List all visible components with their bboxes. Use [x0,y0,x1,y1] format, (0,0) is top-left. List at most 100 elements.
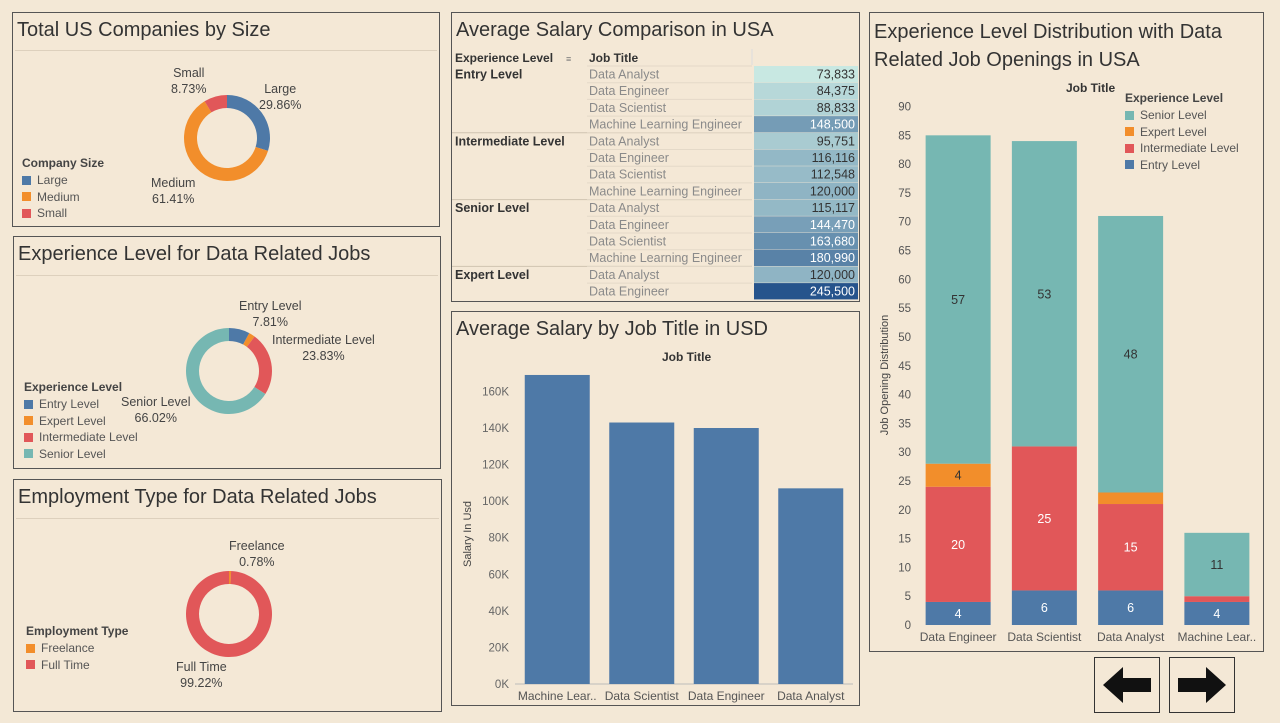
legend-item-expert[interactable]: Expert Level [1125,124,1239,141]
legend-item-freelance[interactable]: Freelance [26,640,128,657]
donut-slice-small[interactable] [204,95,227,113]
forward-button[interactable] [1169,657,1235,713]
segment-senior-level-data-engineer[interactable] [925,135,991,464]
company-size-title: Total US Companies by Size [17,19,271,41]
legend-item-medium[interactable]: Medium [22,189,104,206]
segment-intermediate-level-data-engineer[interactable] [925,486,991,602]
segment-senior-level-data-scientist[interactable] [1011,141,1077,447]
salary-cell-bg[interactable] [754,149,858,166]
segment-senior-level-data-analyst[interactable] [1098,215,1164,493]
donut-slice-freelance[interactable] [229,571,232,585]
donut-slice-senior-level[interactable] [185,328,266,414]
experience-level-donut[interactable] [14,237,442,470]
segment-label: 4 [955,469,962,483]
segment-intermediate-level-data-analyst[interactable] [1098,504,1164,591]
job-title-cell: Data Scientist [589,168,667,182]
segment-label: 15 [1124,541,1138,555]
x-tick-label: Machine Lear.. [518,689,597,703]
segment-expert-level-data-engineer[interactable] [925,463,991,487]
salary-cell-bg[interactable] [754,266,858,283]
stacked-bar-chart[interactable]: 0 5 10 15 20 25 30 35 40 45 50 55 60 65 70 75 80 85 90 Job … [870,13,1265,653]
company-size-panel: Total US Companies by Size Small 8.73% La… [12,12,440,227]
legend-item-senior[interactable]: Senior Level [24,446,138,463]
donut-slice-intermediate-level[interactable] [246,336,272,394]
job-title-cell: Machine Learning Engineer [589,251,742,265]
salary-cell-bg[interactable] [754,116,858,133]
y-tick-label: 45 [898,361,911,373]
col-header-job-title[interactable]: Job Title [589,51,639,65]
salary-cell-bg[interactable] [754,216,858,233]
salary-cell-value: 73,833 [817,68,855,82]
segment-entry-level-machine-lear[interactable] [1184,601,1250,625]
salary-table-title: Average Salary Comparison in USA [456,19,774,41]
donut-slice-full-time[interactable] [186,571,273,657]
legend-item-entry[interactable]: Entry Level [24,396,138,413]
salary-cell-bg[interactable] [754,283,858,300]
y-tick-label: 85 [898,130,911,142]
bar-machine-lear[interactable] [524,374,590,684]
legend-item-expert[interactable]: Expert Level [24,413,138,430]
y-tick-label: 0 [905,620,911,632]
job-title-cell: Data Analyst [589,201,660,215]
salary-cell-value: 120,000 [810,268,855,282]
segment-entry-level-data-analyst[interactable] [1098,590,1164,625]
y-axis-label: Salary In Usd [462,501,474,567]
segment-entry-level-data-engineer[interactable] [925,601,991,625]
y-tick-label: 80K [489,533,510,545]
legend-item-large[interactable]: Large [22,172,104,189]
salary-cell-bg[interactable] [754,182,858,200]
segment-entry-level-data-scientist[interactable] [1011,590,1077,625]
segment-intermediate-level-data-scientist[interactable] [1011,446,1077,591]
group-label-intermediate-level: Intermediate Level [455,134,565,148]
salary-cell-bg[interactable] [754,132,858,150]
salary-bar-chart[interactable]: 0K 20K 40K 60K 80K 100K 120K 140K 160K Salary In … [452,312,861,707]
legend-item-senior[interactable]: Senior Level [1125,107,1239,124]
legend-item-full-time[interactable]: Full Time [26,657,128,674]
legend-item-intermediate[interactable]: Intermediate Level [1125,140,1239,157]
job-title-cell: Data Engineer [589,218,669,232]
legend-item-small[interactable]: Small [22,205,104,222]
donut-slice-large[interactable] [227,95,270,151]
job-title-cell: Data Engineer [589,151,669,165]
salary-cell-bg[interactable] [754,249,858,266]
segment-expert-level-data-analyst[interactable] [1098,492,1164,505]
salary-cell-bg[interactable] [754,233,858,250]
segment-intermediate-level-machine-lear[interactable] [1184,596,1250,602]
bar-data-scientist[interactable] [609,422,675,684]
segment-label: 11 [1210,558,1223,572]
job-title-cell: Data Analyst [589,268,660,282]
experience-level-legend: Experience Level Entry Level Expert Leve… [24,380,138,462]
back-button[interactable] [1094,657,1160,713]
salary-cell-bg[interactable] [754,166,858,183]
salary-cell-value: 180,990 [810,251,855,265]
y-tick-label: 160K [482,386,509,398]
group-label-expert-level: Expert Level [455,268,529,282]
bar-data-analyst[interactable] [778,488,844,684]
salary-cell-bg[interactable] [754,199,858,216]
segment-label: 4 [955,607,962,621]
donut-slice-entry-level[interactable] [229,328,250,345]
slice-label-entry: Entry Level 7.81% [239,299,302,329]
stacked-legend: Experience Level Senior Level Expert Lev… [1125,91,1239,173]
salary-table[interactable]: Entry Level Data Analyst 73,833 Data Engine… [452,13,861,303]
x-tick-label: Data Analyst [1097,630,1165,644]
segment-senior-level-machine-lear[interactable] [1184,532,1250,597]
legend-item-intermediate[interactable]: Intermediate Level [24,429,138,446]
legend-item-entry[interactable]: Entry Level [1125,157,1239,174]
y-tick-label: 60K [489,569,510,581]
slice-label-senior: Senior Level 66.02% [121,395,191,425]
donut-slice-expert-level[interactable] [243,333,255,347]
arrow-left-icon [1103,667,1151,703]
y-tick-label: 15 [898,534,911,546]
salary-cell-bg[interactable] [754,82,858,99]
salary-cell-bg[interactable] [754,99,858,116]
company-size-donut[interactable] [13,13,441,228]
col-header-experience[interactable]: Experience Level [455,51,554,65]
sort-icon[interactable]: ≡ [566,54,572,64]
bar-data-engineer[interactable] [693,428,759,684]
salary-cell-bg[interactable] [754,66,858,83]
donut-slice-medium[interactable] [184,101,269,181]
y-tick-label: 0K [495,679,509,691]
employment-type-donut[interactable] [14,480,443,713]
salary-cell-value: 120,000 [810,184,855,198]
